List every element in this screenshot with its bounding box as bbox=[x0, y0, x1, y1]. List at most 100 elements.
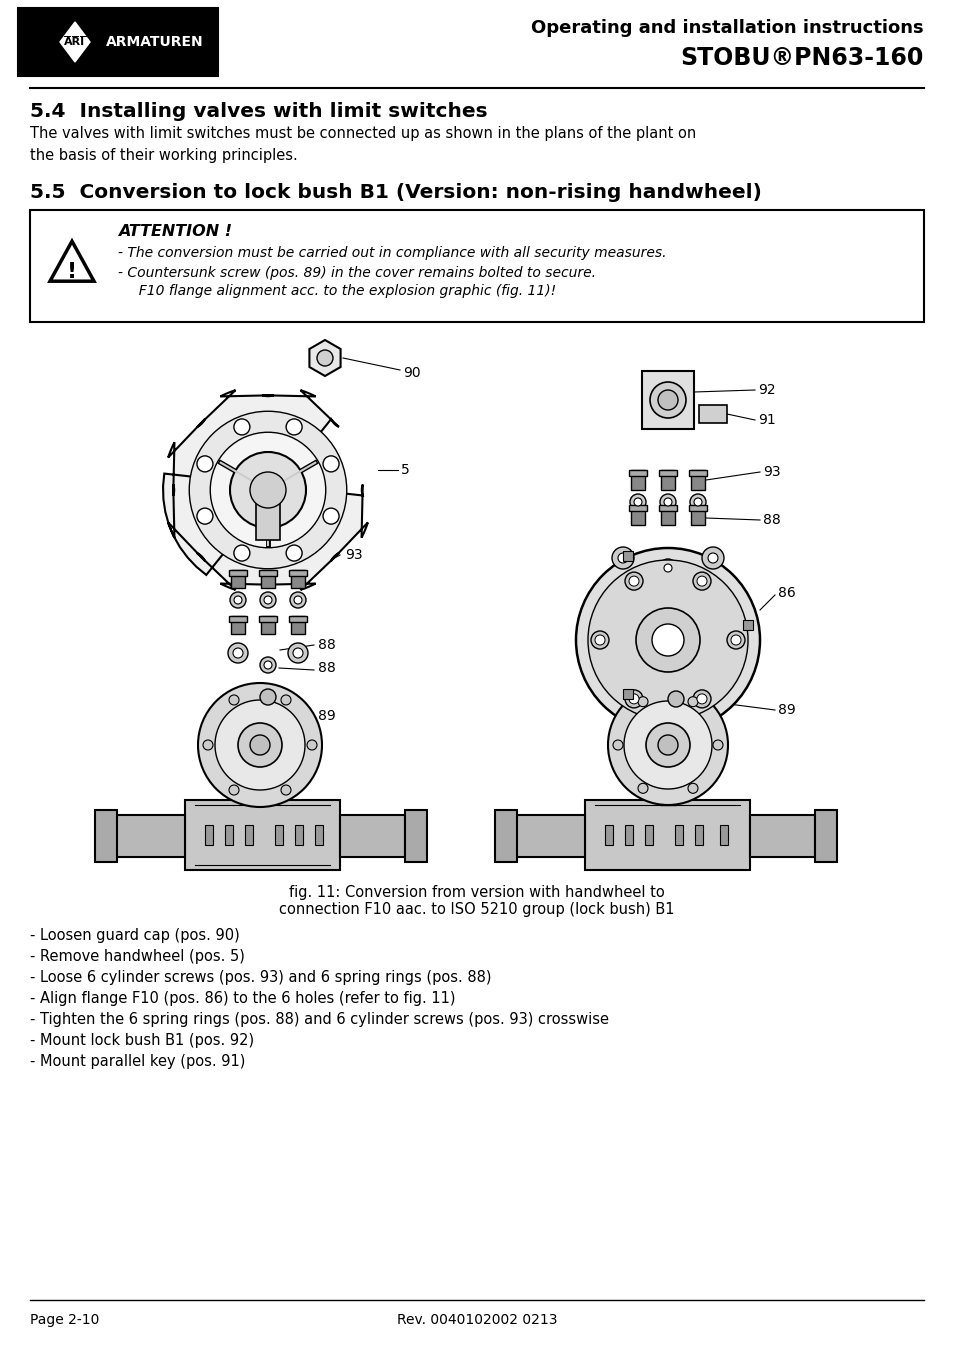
Text: - Remove handwheel (pos. 5): - Remove handwheel (pos. 5) bbox=[30, 949, 245, 964]
Polygon shape bbox=[309, 340, 340, 377]
Text: 88: 88 bbox=[762, 513, 780, 526]
Circle shape bbox=[286, 418, 302, 435]
Bar bbox=[258, 570, 276, 576]
Circle shape bbox=[712, 740, 722, 751]
Text: 93: 93 bbox=[345, 548, 362, 562]
Bar bbox=[252, 802, 268, 805]
Circle shape bbox=[707, 554, 718, 563]
Bar bbox=[205, 825, 213, 845]
Circle shape bbox=[229, 786, 239, 795]
Circle shape bbox=[233, 595, 242, 603]
Bar bbox=[291, 570, 305, 589]
Bar bbox=[231, 570, 245, 589]
Circle shape bbox=[281, 786, 291, 795]
Polygon shape bbox=[50, 242, 94, 281]
Circle shape bbox=[281, 695, 291, 705]
Circle shape bbox=[229, 695, 239, 705]
Text: - Tighten the 6 spring rings (pos. 88) and 6 cylinder screws (pos. 93) crosswise: - Tighten the 6 spring rings (pos. 88) a… bbox=[30, 1012, 608, 1027]
Text: fig. 11: Conversion from version with handwheel to: fig. 11: Conversion from version with ha… bbox=[289, 886, 664, 900]
Circle shape bbox=[687, 783, 698, 794]
Text: - Loose 6 cylinder screws (pos. 93) and 6 spring rings (pos. 88): - Loose 6 cylinder screws (pos. 93) and … bbox=[30, 971, 491, 986]
Text: ARMATUREN: ARMATUREN bbox=[106, 35, 204, 49]
Bar bbox=[245, 825, 253, 845]
Circle shape bbox=[264, 595, 272, 603]
Bar bbox=[659, 505, 677, 512]
Text: 90: 90 bbox=[402, 366, 420, 379]
Text: Page 2-10: Page 2-10 bbox=[30, 1314, 99, 1327]
Text: !: ! bbox=[67, 262, 77, 282]
Text: 5.4  Installing valves with limit switches: 5.4 Installing valves with limit switche… bbox=[30, 103, 487, 122]
Circle shape bbox=[293, 648, 303, 657]
Bar bbox=[720, 825, 727, 845]
Bar bbox=[630, 505, 644, 525]
Circle shape bbox=[659, 559, 677, 576]
Bar bbox=[229, 616, 247, 622]
Bar bbox=[261, 616, 274, 634]
Circle shape bbox=[659, 494, 676, 510]
Circle shape bbox=[697, 694, 706, 703]
Circle shape bbox=[196, 508, 213, 524]
Bar bbox=[630, 470, 644, 490]
Bar bbox=[291, 616, 305, 634]
Circle shape bbox=[189, 412, 346, 568]
Bar bbox=[274, 825, 283, 845]
Bar bbox=[660, 505, 675, 525]
Circle shape bbox=[590, 630, 608, 649]
Bar bbox=[339, 815, 405, 857]
Bar bbox=[644, 825, 652, 845]
Text: - Mount lock bush B1 (pos. 92): - Mount lock bush B1 (pos. 92) bbox=[30, 1033, 253, 1048]
Text: connection F10 aac. to ISO 5210 group (lock bush) B1: connection F10 aac. to ISO 5210 group (l… bbox=[279, 902, 674, 917]
Circle shape bbox=[260, 593, 275, 608]
Circle shape bbox=[628, 694, 639, 703]
Bar bbox=[695, 825, 702, 845]
Circle shape bbox=[587, 560, 747, 720]
Text: 5: 5 bbox=[400, 463, 410, 477]
Bar bbox=[660, 470, 675, 490]
Circle shape bbox=[687, 697, 698, 706]
Bar bbox=[659, 801, 676, 805]
Bar bbox=[699, 405, 726, 423]
Circle shape bbox=[290, 593, 306, 608]
Circle shape bbox=[623, 701, 711, 788]
Circle shape bbox=[198, 683, 322, 807]
Circle shape bbox=[693, 498, 701, 506]
Bar bbox=[405, 810, 427, 863]
Circle shape bbox=[576, 548, 760, 732]
Bar bbox=[289, 570, 307, 576]
Circle shape bbox=[730, 634, 740, 645]
Bar bbox=[231, 616, 245, 634]
Circle shape bbox=[618, 554, 627, 563]
Text: - Align flange F10 (pos. 86) to the 6 holes (refer to fig. 11): - Align flange F10 (pos. 86) to the 6 ho… bbox=[30, 991, 455, 1006]
Circle shape bbox=[230, 593, 246, 608]
Text: Operating and installation instructions: Operating and installation instructions bbox=[531, 19, 923, 36]
Circle shape bbox=[294, 595, 302, 603]
Circle shape bbox=[692, 690, 710, 707]
Circle shape bbox=[658, 734, 678, 755]
Text: ATTENTION !: ATTENTION ! bbox=[118, 224, 232, 239]
Bar bbox=[229, 570, 247, 576]
Text: Rev. 0040102002 0213: Rev. 0040102002 0213 bbox=[396, 1314, 557, 1327]
Circle shape bbox=[658, 390, 678, 410]
Bar bbox=[584, 801, 749, 869]
Text: 91: 91 bbox=[758, 413, 775, 427]
Text: 93: 93 bbox=[762, 464, 780, 479]
Circle shape bbox=[607, 684, 727, 805]
Circle shape bbox=[237, 724, 282, 767]
Circle shape bbox=[196, 456, 213, 472]
Bar bbox=[622, 690, 633, 699]
Text: ARI: ARI bbox=[65, 36, 86, 47]
Bar bbox=[314, 825, 323, 845]
Bar bbox=[814, 810, 836, 863]
Bar bbox=[255, 500, 280, 540]
Circle shape bbox=[264, 662, 272, 670]
Text: F10 flange alignment acc. to the explosion graphic (fig. 11)!: F10 flange alignment acc. to the explosi… bbox=[130, 284, 556, 298]
Circle shape bbox=[228, 643, 248, 663]
Circle shape bbox=[203, 740, 213, 751]
Text: STOBU®PN63-160: STOBU®PN63-160 bbox=[679, 46, 923, 70]
Text: 86: 86 bbox=[778, 586, 795, 599]
Bar bbox=[624, 825, 633, 845]
Circle shape bbox=[634, 498, 641, 506]
Circle shape bbox=[260, 657, 275, 674]
Circle shape bbox=[663, 564, 671, 572]
Bar bbox=[690, 505, 704, 525]
